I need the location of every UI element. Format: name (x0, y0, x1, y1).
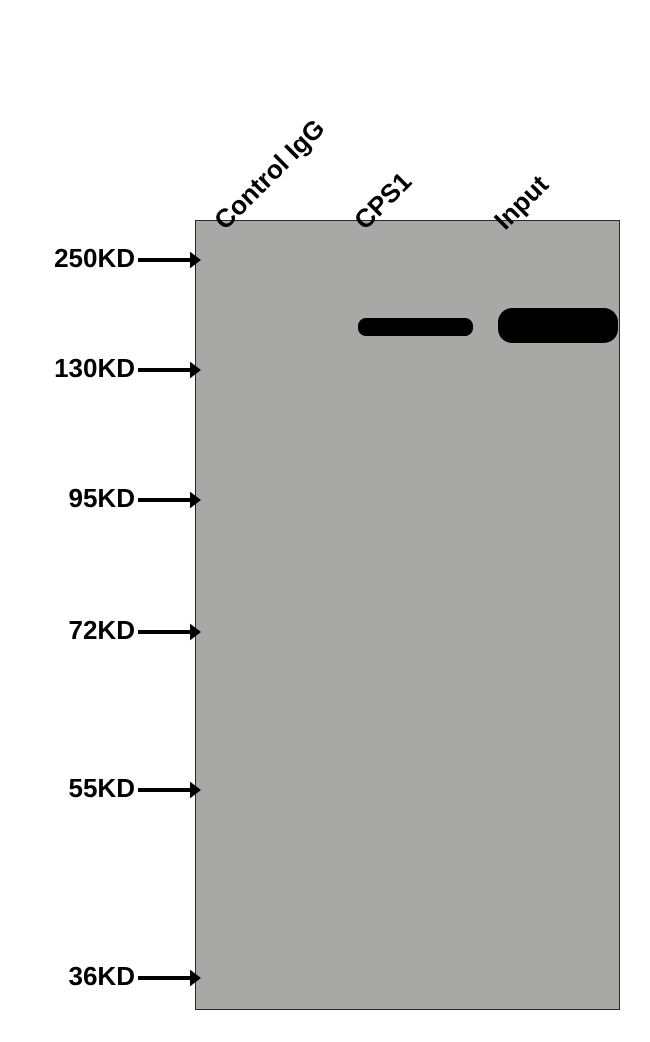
mw-marker-label: 72KD (69, 615, 135, 646)
mw-marker-label: 130KD (54, 353, 135, 384)
mw-marker-arrow-icon (138, 620, 202, 644)
mw-marker-arrow-icon (138, 488, 202, 512)
mw-marker-label: 55KD (69, 773, 135, 804)
mw-marker-label: 95KD (69, 483, 135, 514)
figure-container: 250KD130KD95KD72KD55KD36KD Control IgGCP… (0, 0, 650, 1042)
mw-marker-arrow-icon (138, 358, 202, 382)
mw-marker-arrow-icon (138, 966, 202, 990)
mw-marker-label: 250KD (54, 243, 135, 274)
mw-marker-label: 36KD (69, 961, 135, 992)
mw-marker-arrow-icon (138, 248, 202, 272)
blot-band (498, 308, 618, 343)
lane-label: Control IgG (208, 113, 331, 236)
blot-band (358, 318, 473, 336)
mw-marker-arrow-icon (138, 778, 202, 802)
